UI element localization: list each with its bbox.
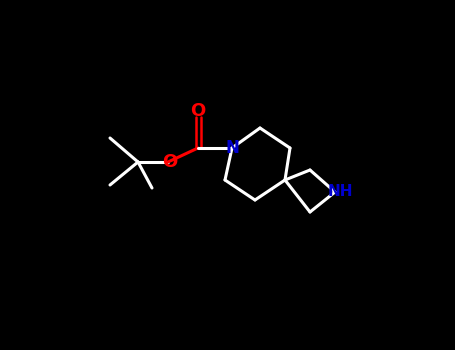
Text: O: O (190, 102, 206, 120)
Text: N: N (225, 139, 239, 157)
Text: NH: NH (327, 184, 353, 200)
Text: O: O (162, 153, 177, 171)
